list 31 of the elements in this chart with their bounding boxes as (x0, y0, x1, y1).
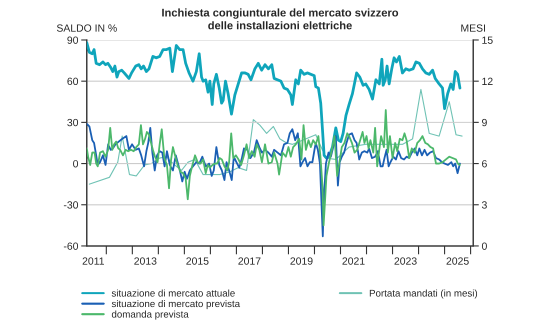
line-series (86, 109, 461, 226)
x-tick-label: 2017 (238, 257, 260, 265)
y2-tick-label: 6 (482, 160, 487, 168)
y2-axis-title: MESI (461, 24, 485, 32)
line-series (86, 122, 461, 238)
x-tick-label: 2015 (186, 257, 209, 265)
y2-tick-label: 15 (482, 36, 493, 44)
y2-tick-label: 9 (482, 118, 487, 126)
y-axis-title: SALDO IN % (56, 24, 117, 32)
line-series (86, 41, 462, 160)
y-tick-label: 30 (67, 118, 78, 126)
x-tick-label: 2013 (134, 257, 156, 265)
x-tick-label: 2023 (394, 257, 417, 265)
x-tick-label: 2011 (82, 257, 104, 265)
y-tick-label: -30 (64, 201, 78, 209)
legend-label: domanda prevista (112, 310, 189, 320)
y-tick-label: -60 (64, 242, 78, 250)
legend-label: situazione di mercato prevista (112, 300, 240, 310)
y2-tick-label: 0 (482, 242, 487, 250)
line-series (88, 88, 463, 185)
legend-label: situazione di mercato attuale (112, 289, 235, 297)
y2-tick-label: 3 (482, 201, 487, 209)
x-tick-label: 2021 (342, 257, 365, 265)
legend-label: Portata mandati (in mesi) (370, 289, 478, 299)
x-tick-label: 2019 (290, 257, 313, 265)
chart-title: Inchiesta congiunturale del mercato svizzero delle installazioni elettriche (162, 8, 398, 30)
x-tick-label: 2025 (446, 257, 469, 265)
y-tick-label: 0 (73, 160, 78, 168)
y-tick-label: 90 (67, 36, 78, 44)
y-tick-label: 60 (67, 78, 78, 86)
y2-tick-label: 12 (482, 78, 493, 85)
